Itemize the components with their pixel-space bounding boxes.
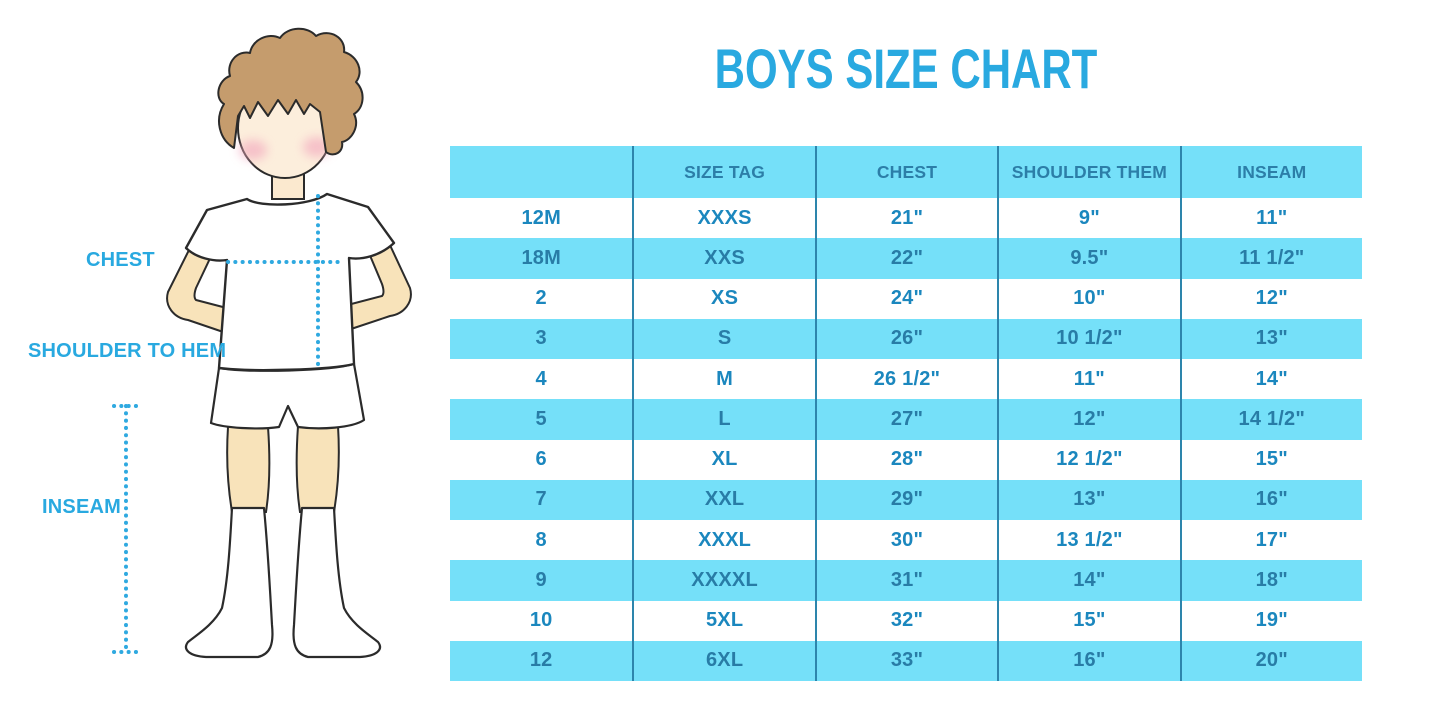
table-cell: 7 (535, 488, 547, 511)
table-row: 10 5XL 32" 15" 19" (450, 600, 1362, 641)
table-cell: 19" (1179, 600, 1362, 641)
table-cell: 4 (535, 367, 547, 390)
header-cell-inseam: INSEAM (1179, 146, 1362, 198)
header-cell-size-tag: SIZE TAG (632, 146, 814, 198)
size-table-body: 12M XXXS 21" 9" 11" 18M XXS 22" 9.5" 11 1/2" 2 XS 24… (450, 198, 1362, 681)
boy-sock-left (184, 506, 274, 659)
table-cell: XL (632, 439, 814, 480)
table-row: 3 S 26" 10 1/2" 13" (450, 318, 1362, 359)
table-cell: 18M (521, 246, 561, 269)
table-cell: XXXS (632, 198, 814, 239)
table-row: 6 XL 28" 12 1/2" 15" (450, 439, 1362, 480)
table-cell: 5XL (632, 600, 814, 641)
table-cell: 2 (535, 287, 547, 310)
page-title: BOYS SIZE CHART (714, 37, 1098, 100)
table-cell: 15" (1179, 439, 1362, 480)
table-cell: 12 (529, 649, 553, 672)
table-cell: 11 1/2" (1179, 238, 1362, 279)
boy-size-guide-figure: CHEST SHOULDER TO HEM INSEAM (0, 0, 460, 723)
table-cell: 12 1/2" (997, 439, 1179, 480)
table-cell: 12M (521, 206, 561, 229)
table-cell: 13 1/2" (997, 520, 1179, 561)
table-cell: 15" (997, 600, 1179, 641)
table-cell: 11" (997, 359, 1179, 400)
table-cell: 14 1/2" (1179, 399, 1362, 440)
table-row: 9 XXXXL 31" 14" 18" (450, 560, 1362, 601)
boy-shirt (184, 192, 396, 372)
table-cell: L (632, 399, 814, 440)
boy-leg-right (295, 425, 340, 513)
table-cell: 10" (997, 278, 1179, 319)
table-cell: 16" (1179, 479, 1362, 520)
boy-sock-right (292, 506, 382, 659)
inseam-label: INSEAM (42, 496, 121, 518)
table-row: 7 XXL 29" 13" 16" (450, 479, 1362, 520)
table-cell: 18" (1179, 560, 1362, 601)
table-cell: 5 (535, 407, 547, 430)
table-cell: 9.5" (997, 238, 1179, 279)
table-cell: 21" (814, 198, 997, 239)
table-cell: XXS (632, 238, 814, 279)
table-cell: 31" (814, 560, 997, 601)
table-row: 18M XXS 22" 9.5" 11 1/2" (450, 238, 1362, 279)
table-cell: 8 (535, 528, 547, 551)
table-row: 8 XXXL 30" 13 1/2" 17" (450, 520, 1362, 561)
table-cell: XXL (632, 479, 814, 520)
table-cell: 10 (529, 609, 553, 632)
boy-hair (217, 27, 364, 156)
boy-leg-left (226, 426, 271, 513)
table-cell: 28" (814, 439, 997, 480)
boy-blush-left-icon (239, 140, 267, 160)
chest-label: CHEST (86, 249, 155, 271)
table-cell: 26 1/2" (814, 359, 997, 400)
size-table: SIZE TAG CHEST SHOULDER THEM INSEAM 12M X… (450, 146, 1362, 681)
table-cell: 22" (814, 238, 997, 279)
table-cell: 6 (535, 448, 547, 471)
table-cell: 27" (814, 399, 997, 440)
table-cell: XS (632, 278, 814, 319)
table-cell: 16" (997, 640, 1179, 681)
table-cell: 9" (997, 198, 1179, 239)
table-row: 12M XXXS 21" 9" 11" (450, 198, 1362, 239)
table-cell: 30" (814, 520, 997, 561)
table-cell: 12" (997, 399, 1179, 440)
table-cell: 32" (814, 600, 997, 641)
table-cell: 3 (535, 327, 547, 350)
header-cell-shoulder: SHOULDER THEM (997, 146, 1179, 198)
table-cell: 6XL (632, 640, 814, 681)
table-cell: S (632, 318, 814, 359)
shoulder-to-hem-label: SHOULDER TO HEM (28, 340, 227, 362)
table-cell: M (632, 359, 814, 400)
table-row: 2 XS 24" 10" 12" (450, 278, 1362, 319)
table-cell: 14" (1179, 359, 1362, 400)
table-cell: 9 (535, 568, 547, 591)
boy-shorts (209, 362, 366, 430)
table-cell: 17" (1179, 520, 1362, 561)
size-table-header-row: SIZE TAG CHEST SHOULDER THEM INSEAM (450, 146, 1362, 198)
table-cell: 13" (1179, 318, 1362, 359)
table-cell: 24" (814, 278, 997, 319)
table-cell: XXXXL (632, 560, 814, 601)
header-cell-chest: CHEST (814, 146, 997, 198)
table-cell: 33" (814, 640, 997, 681)
table-row: 12 6XL 33" 16" 20" (450, 640, 1362, 681)
table-cell: 11" (1179, 198, 1362, 239)
table-cell: 29" (814, 479, 997, 520)
table-cell: 10 1/2" (997, 318, 1179, 359)
table-cell: 20" (1179, 640, 1362, 681)
table-cell: 12" (1179, 278, 1362, 319)
table-row: 5 L 27" 12" 14 1/2" (450, 399, 1362, 440)
table-cell: XXXL (632, 520, 814, 561)
table-cell: 26" (814, 318, 997, 359)
boy-illustration (112, 27, 412, 659)
table-cell: 14" (997, 560, 1179, 601)
table-cell: 13" (997, 479, 1179, 520)
table-row: 4 M 26 1/2" 11" 14" (450, 359, 1362, 400)
header-cell-size (450, 146, 632, 198)
